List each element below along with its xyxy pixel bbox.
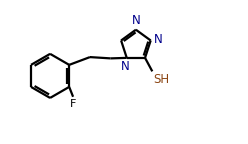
Text: SH: SH — [153, 73, 169, 86]
Text: N: N — [131, 14, 140, 27]
Text: N: N — [154, 33, 162, 46]
Text: N: N — [121, 60, 129, 73]
Text: F: F — [70, 99, 76, 109]
